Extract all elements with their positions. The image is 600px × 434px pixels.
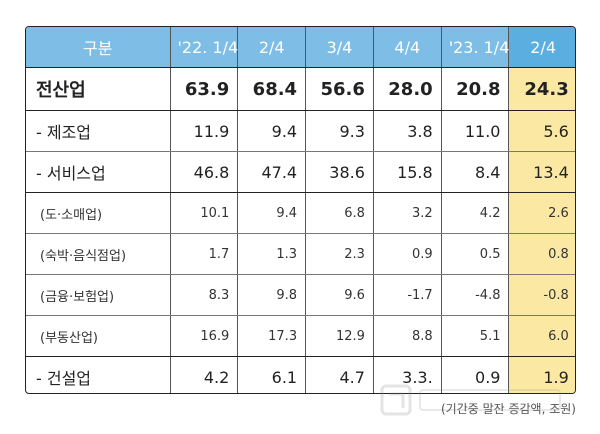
cell-value: 3.3. <box>373 356 442 393</box>
table-row-accommodation-food: (숙박·음식점업) 1.7 1.3 2.3 0.9 0.5 0.8 <box>26 233 575 275</box>
header-22q3: 3/4 <box>305 27 374 68</box>
table-row-manufacturing: - 제조업 11.9 9.4 9.3 3.8 11.0 5.6 <box>26 110 575 152</box>
row-label: - 건설업 <box>26 356 171 393</box>
cell-value: 4.7 <box>305 356 374 393</box>
table-row-wholesale-retail: (도·소매업) 10.1 9.4 6.8 3.2 4.2 2.6 <box>26 192 575 234</box>
header-23q2: 2/4 <box>508 27 575 68</box>
header-22q4: 4/4 <box>373 27 442 68</box>
cell-value: 9.3 <box>305 110 374 152</box>
cell-value: 20.8 <box>441 67 510 111</box>
row-label: 전산업 <box>26 67 171 111</box>
cell-value: 0.9 <box>441 356 510 393</box>
cell-value: 46.8 <box>170 151 239 193</box>
cell-value: 5.1 <box>441 315 510 357</box>
cell-value: 2.3 <box>305 233 374 275</box>
cell-value: 28.0 <box>373 67 442 111</box>
row-label: (부동산업) <box>26 315 171 357</box>
cell-value-highlighted: 24.3 <box>508 67 575 111</box>
cell-value: 12.9 <box>305 315 374 357</box>
cell-value: 11.0 <box>441 110 510 152</box>
table-row-services: - 서비스업 46.8 47.4 38.6 15.8 8.4 13.4 <box>26 151 575 193</box>
header-22q1: '22. 1/4 <box>170 27 239 68</box>
cell-value-highlighted: 2.6 <box>508 192 575 234</box>
row-label: (숙박·음식점업) <box>26 233 171 275</box>
header-22q2: 2/4 <box>237 27 307 68</box>
cell-value-highlighted: 1.9 <box>508 356 575 393</box>
cell-value-highlighted: 6.0 <box>508 315 575 357</box>
cell-value: 10.1 <box>170 192 239 234</box>
cell-value: 6.8 <box>305 192 374 234</box>
cell-value: 9.4 <box>237 110 307 152</box>
cell-value: 8.8 <box>373 315 442 357</box>
cell-value: 4.2 <box>441 192 510 234</box>
row-label: (도·소매업) <box>26 192 171 234</box>
cell-value-highlighted: 0.8 <box>508 233 575 275</box>
loan-growth-table: 구분 '22. 1/4 2/4 3/4 4/4 '23. 1/4 2/4 전산업… <box>26 27 575 393</box>
watermark-logo-icon <box>380 384 561 416</box>
table-row-finance-insurance: (금융·보험업) 8.3 9.8 9.6 -1.7 -4.8 -0.8 <box>26 274 575 316</box>
table-row-construction: - 건설업 4.2 6.1 4.7 3.3. 0.9 1.9 <box>26 356 575 393</box>
cell-value: 9.6 <box>305 274 374 316</box>
cell-value: 8.4 <box>441 151 510 193</box>
table-row-real-estate: (부동산업) 16.9 17.3 12.9 8.8 5.1 6.0 <box>26 315 575 357</box>
cell-value: -1.7 <box>373 274 442 316</box>
cell-value: 3.2 <box>373 192 442 234</box>
cell-value: 47.4 <box>237 151 307 193</box>
row-label: - 서비스업 <box>26 151 171 193</box>
cell-value: 8.3 <box>170 274 239 316</box>
row-label: (금융·보험업) <box>26 274 171 316</box>
cell-value: -4.8 <box>441 274 510 316</box>
loan-table-frame: 구분 '22. 1/4 2/4 3/4 4/4 '23. 1/4 2/4 전산업… <box>25 26 576 394</box>
header-23q1: '23. 1/4 <box>441 27 510 68</box>
cell-value: 9.4 <box>237 192 307 234</box>
cell-value: 1.3 <box>237 233 307 275</box>
table-header-row: 구분 '22. 1/4 2/4 3/4 4/4 '23. 1/4 2/4 <box>26 27 575 68</box>
table-row-all-industries: 전산업 63.9 68.4 56.6 28.0 20.8 24.3 <box>26 67 575 111</box>
cell-value: 0.5 <box>441 233 510 275</box>
cell-value: 16.9 <box>170 315 239 357</box>
cell-value: 11.9 <box>170 110 239 152</box>
cell-value: 17.3 <box>237 315 307 357</box>
cell-value: 38.6 <box>305 151 374 193</box>
cell-value: 68.4 <box>237 67 307 111</box>
cell-value: 9.8 <box>237 274 307 316</box>
cell-value-highlighted: 5.6 <box>508 110 575 152</box>
cell-value-highlighted: 13.4 <box>508 151 575 193</box>
cell-value: 6.1 <box>237 356 307 393</box>
cell-value: 15.8 <box>373 151 442 193</box>
cell-value: 1.7 <box>170 233 239 275</box>
cell-value-highlighted: -0.8 <box>508 274 575 316</box>
cell-value: 56.6 <box>305 67 374 111</box>
source-note: (기간중 말잔 증감액, 조원) <box>440 402 576 416</box>
cell-value: 0.9 <box>373 233 442 275</box>
cell-value: 4.2 <box>170 356 239 393</box>
cell-value: 63.9 <box>170 67 239 111</box>
row-label: - 제조업 <box>26 110 171 152</box>
cell-value: 3.8 <box>373 110 442 152</box>
header-category: 구분 <box>26 27 171 68</box>
